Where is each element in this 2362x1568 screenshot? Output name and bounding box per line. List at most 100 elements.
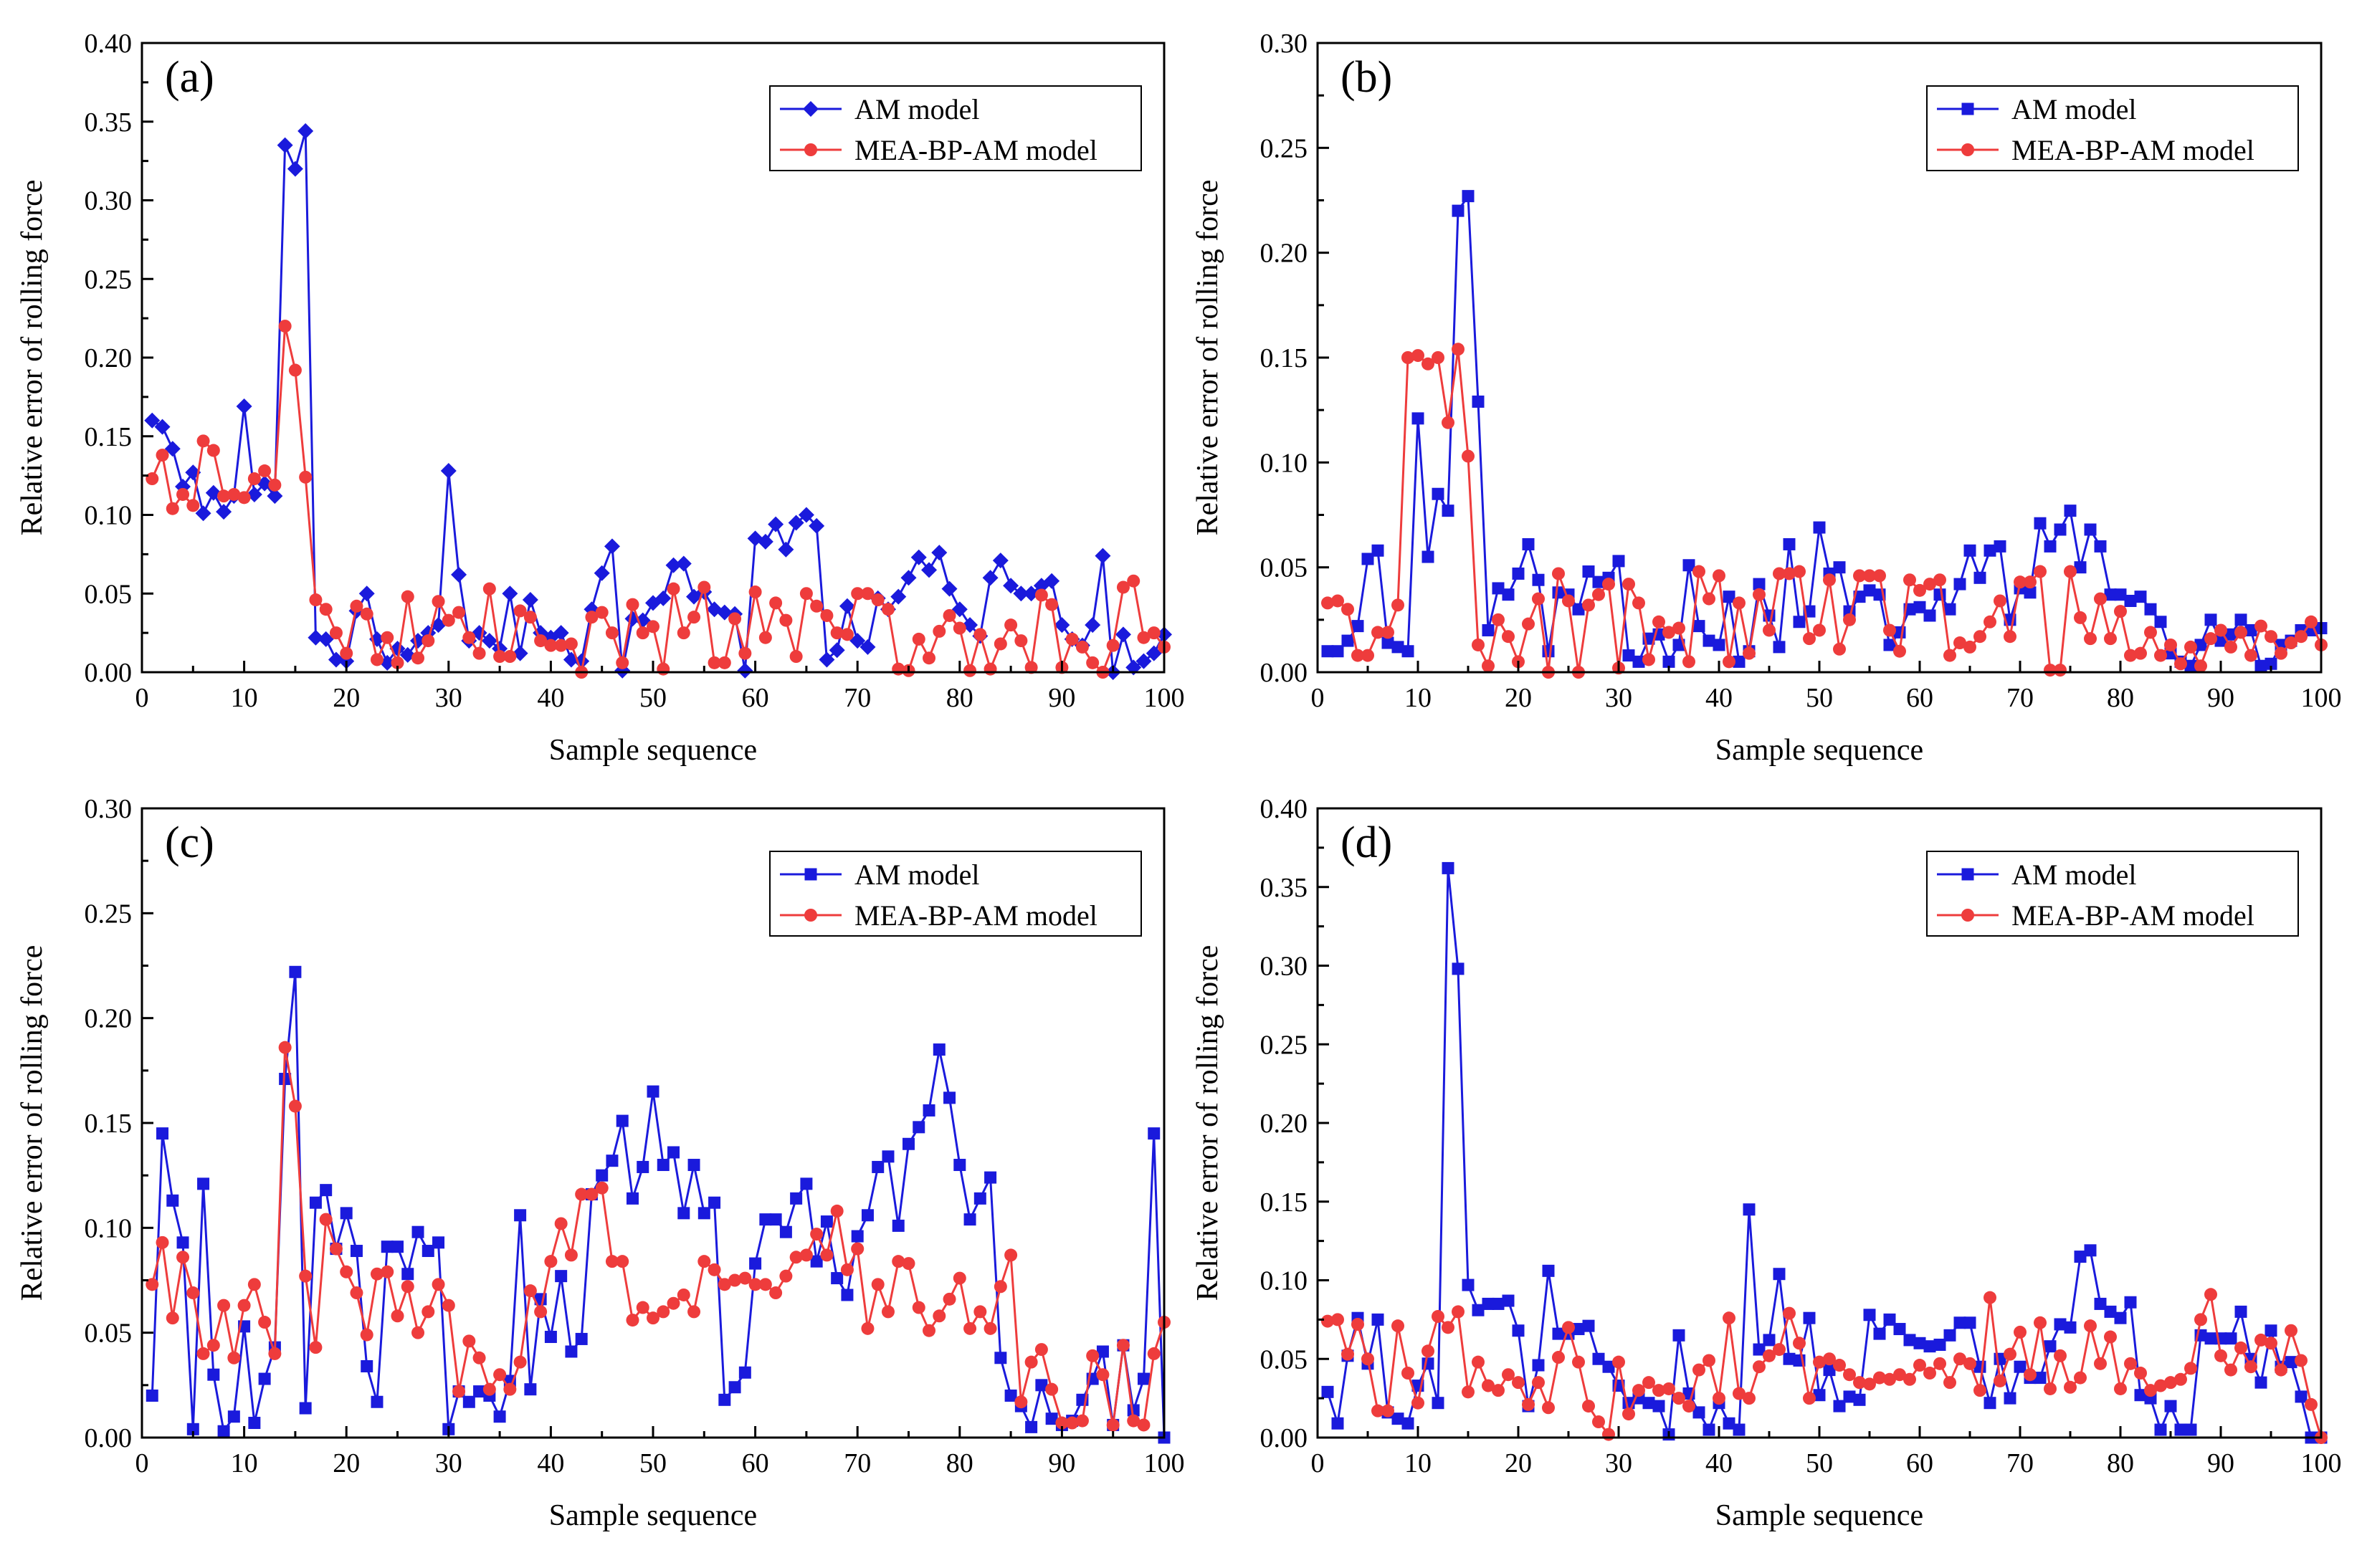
series-mea-bp-am-model bbox=[1321, 1288, 2328, 1444]
data-point bbox=[1662, 626, 1675, 639]
y-axis-label: Relative error of rolling force bbox=[16, 180, 49, 536]
data-point bbox=[1582, 1319, 1595, 1332]
data-point bbox=[655, 590, 672, 606]
data-point bbox=[1783, 1306, 1796, 1320]
data-point bbox=[411, 1326, 425, 1339]
data-point bbox=[534, 1305, 548, 1319]
data-point bbox=[1116, 1339, 1130, 1352]
data-point bbox=[1723, 1417, 1735, 1430]
data-point bbox=[1963, 1357, 1976, 1370]
series-mea-bp-am-model bbox=[146, 1041, 1171, 1432]
panel-label: (c) bbox=[165, 818, 214, 867]
data-point bbox=[1432, 1309, 1444, 1323]
data-point bbox=[1582, 598, 1595, 612]
data-point bbox=[401, 1280, 414, 1294]
data-point bbox=[227, 1410, 240, 1423]
data-point bbox=[667, 1146, 680, 1159]
data-point bbox=[452, 1385, 466, 1398]
x-tick-label: 100 bbox=[1144, 1448, 1185, 1478]
data-point bbox=[2214, 1349, 2227, 1362]
data-point bbox=[810, 1255, 823, 1268]
data-point bbox=[1652, 1384, 1665, 1397]
data-point bbox=[697, 1207, 710, 1220]
data-point bbox=[1642, 653, 1655, 666]
data-point bbox=[1723, 1311, 1735, 1325]
data-point bbox=[2094, 1297, 2107, 1310]
data-point bbox=[831, 1272, 844, 1285]
data-point bbox=[933, 1043, 946, 1056]
data-point bbox=[1733, 1387, 1746, 1400]
data-point bbox=[1793, 616, 1806, 628]
data-point bbox=[503, 1382, 517, 1396]
data-point bbox=[2124, 594, 2137, 607]
x-axis-label: Sample sequence bbox=[549, 734, 757, 767]
data-point bbox=[951, 601, 968, 618]
data-point bbox=[718, 1393, 731, 1406]
data-point bbox=[839, 598, 855, 614]
data-point bbox=[146, 1278, 159, 1291]
series-mea-bp-am-model bbox=[146, 320, 1171, 679]
x-tick-label: 0 bbox=[135, 1448, 149, 1478]
data-point bbox=[1642, 1376, 1655, 1390]
data-point bbox=[2034, 1372, 2047, 1385]
data-point bbox=[1612, 1355, 1625, 1369]
data-point bbox=[493, 650, 507, 664]
data-point bbox=[882, 1150, 895, 1163]
data-point bbox=[1004, 1389, 1017, 1402]
data-point bbox=[309, 593, 323, 607]
data-point bbox=[1602, 1428, 1615, 1441]
data-point bbox=[1813, 521, 1826, 534]
x-tick-label: 100 bbox=[2301, 1448, 2342, 1478]
data-point bbox=[2184, 659, 2197, 672]
data-point bbox=[2234, 1341, 2247, 1354]
data-point bbox=[502, 585, 518, 602]
data-point bbox=[1632, 1384, 1645, 1397]
data-point bbox=[370, 1267, 384, 1281]
data-point bbox=[1381, 636, 1394, 649]
data-point bbox=[2164, 1376, 2177, 1390]
data-point bbox=[2104, 1305, 2117, 1318]
data-point bbox=[401, 590, 414, 603]
data-point bbox=[472, 1351, 486, 1364]
x-axis-label: Sample sequence bbox=[1715, 1499, 1923, 1532]
data-point bbox=[309, 1341, 323, 1354]
data-point bbox=[851, 1242, 865, 1256]
data-point bbox=[1095, 548, 1111, 564]
data-point bbox=[2044, 540, 2057, 553]
data-point bbox=[779, 613, 793, 627]
data-point bbox=[1813, 1389, 1826, 1402]
data-point bbox=[258, 1372, 271, 1385]
data-point bbox=[738, 1271, 752, 1285]
data-point bbox=[1632, 596, 1645, 610]
data-point bbox=[1773, 641, 1786, 654]
legend-box bbox=[1926, 851, 2299, 937]
series-line bbox=[1327, 349, 2323, 673]
data-point bbox=[697, 1255, 711, 1268]
data-point bbox=[941, 580, 958, 597]
data-point bbox=[636, 1301, 649, 1314]
data-point bbox=[1065, 632, 1079, 646]
data-point bbox=[1482, 659, 1495, 673]
y-tick-label: 0.00 bbox=[85, 1423, 133, 1453]
data-point bbox=[309, 1196, 322, 1209]
data-point bbox=[912, 632, 925, 646]
data-point bbox=[2305, 615, 2318, 628]
data-point bbox=[1341, 1347, 1354, 1361]
data-point bbox=[391, 656, 404, 669]
data-point bbox=[708, 1263, 721, 1276]
data-point bbox=[340, 646, 353, 660]
data-point bbox=[381, 631, 394, 644]
data-point bbox=[1137, 631, 1151, 644]
data-point bbox=[1331, 1417, 1344, 1430]
series-line bbox=[1326, 868, 2321, 1439]
data-point bbox=[1973, 1384, 1986, 1397]
data-point bbox=[1873, 1371, 1886, 1385]
data-point bbox=[544, 1255, 558, 1268]
data-point bbox=[1522, 1397, 1535, 1411]
y-tick-label: 0.30 bbox=[85, 186, 133, 216]
data-point bbox=[1933, 573, 1946, 587]
data-point bbox=[1963, 640, 1976, 654]
data-point bbox=[1492, 1297, 1505, 1310]
data-point bbox=[871, 593, 885, 607]
data-point bbox=[595, 606, 609, 619]
